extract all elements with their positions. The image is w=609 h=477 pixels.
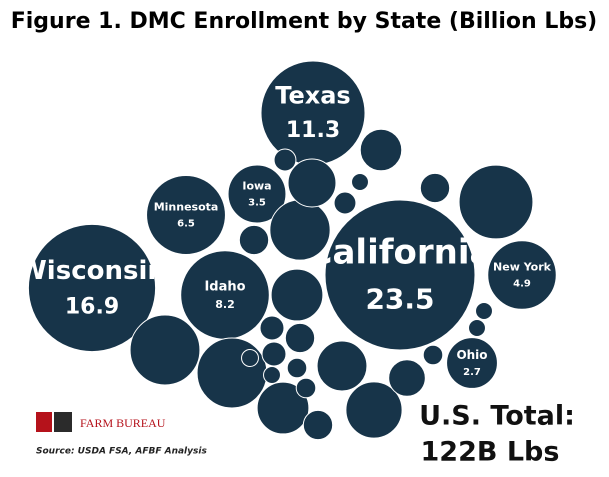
bubble-value: 16.9 [65,295,119,320]
bubble [295,377,317,399]
bubble [146,175,226,255]
bubble [284,322,316,354]
bubble [270,268,324,322]
bubble [241,349,259,367]
bubble [196,337,268,409]
bubble [422,344,444,366]
bubble-label: New York [493,261,552,274]
total-label: U.S. Total: [419,401,575,432]
bubble-label: Idaho [204,279,245,294]
logo-text: FARM BUREAU [80,416,166,430]
bubble-label: Minnesota [154,201,219,214]
bubble [256,381,310,435]
bubble [273,148,297,172]
bubble [269,199,331,261]
chart-title: Figure 1. DMC Enrollment by State (Billi… [11,9,598,34]
source: Source: USDA FSA, AFBF Analysis [36,447,207,457]
bubble [351,173,369,191]
bubble [302,409,334,441]
bubble-value: 6.5 [177,218,195,229]
logo: FARM BUREAU [36,412,166,432]
logo-mark [54,412,72,432]
bubble-label: California [308,233,493,273]
bubble [359,128,403,172]
bubble [263,366,281,384]
bubble [333,191,357,215]
bubble [227,164,287,224]
bubble [345,381,403,439]
bubble [468,319,486,337]
bubble-value: 3.5 [248,197,266,208]
bubble [260,60,366,166]
bubble-label: Texas [275,82,350,110]
bubble [419,172,451,204]
bubble-value: 23.5 [365,283,434,316]
total-value: 122B Lbs [421,437,560,468]
bubbles: Texas 11.3 California 23.5 Wisconsin 16.9 Minn… [18,60,557,441]
bubble [458,164,534,240]
bubble [487,240,557,310]
logo-mark [36,412,52,432]
bubble-value: 4.9 [513,278,531,289]
bubble [129,314,201,386]
bubble-label: Wisconsin [18,256,166,286]
bubble [27,223,157,353]
bubble [287,158,337,208]
bubble [316,340,368,392]
bubble [180,250,270,340]
bubble-value: 8.2 [215,298,235,311]
bubble-value: 11.3 [286,118,340,143]
bubble [324,199,476,351]
bubble-label: Iowa [242,180,271,193]
bubble [446,337,498,389]
bubble [261,341,287,367]
bubble [286,357,308,379]
bubble [238,224,270,256]
bubble [475,302,493,320]
bubble [259,315,285,341]
bubble-label: Ohio [456,348,487,362]
bubble-value: 2.7 [463,367,481,378]
bubble [388,359,426,397]
